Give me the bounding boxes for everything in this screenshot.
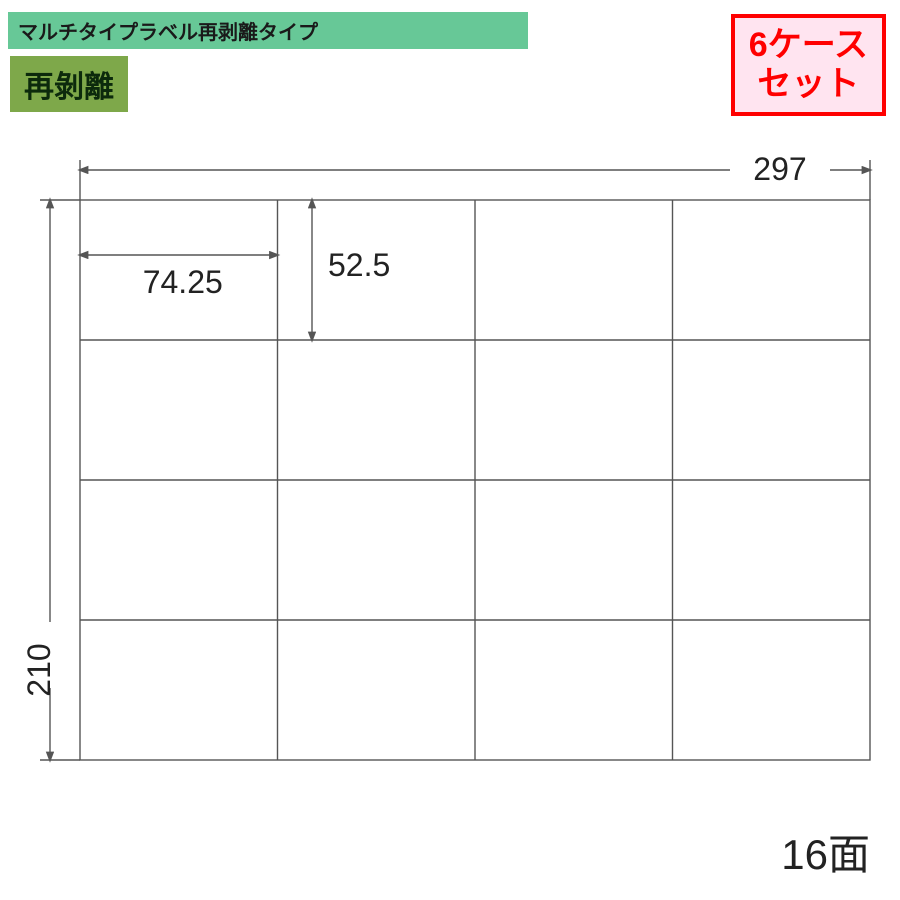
diagram-svg: 297 210 74.25 52.5 [0, 140, 900, 840]
svg-text:297: 297 [753, 151, 806, 187]
svg-text:74.25: 74.25 [143, 264, 223, 300]
repeelable-tag: 再剝離 [10, 56, 128, 112]
product-type-banner: マルチタイプラベル再剥離タイプ [8, 12, 528, 49]
svg-text:52.5: 52.5 [328, 247, 390, 283]
svg-text:210: 210 [21, 643, 57, 696]
label-sheet-diagram: 297 210 74.25 52.5 [0, 140, 900, 840]
promo-line-2: セット [749, 65, 868, 104]
face-count-label: 16面 [781, 821, 870, 882]
promo-line-1: 6ケース [749, 26, 868, 65]
case-set-promo: 6ケース セット [731, 14, 886, 116]
